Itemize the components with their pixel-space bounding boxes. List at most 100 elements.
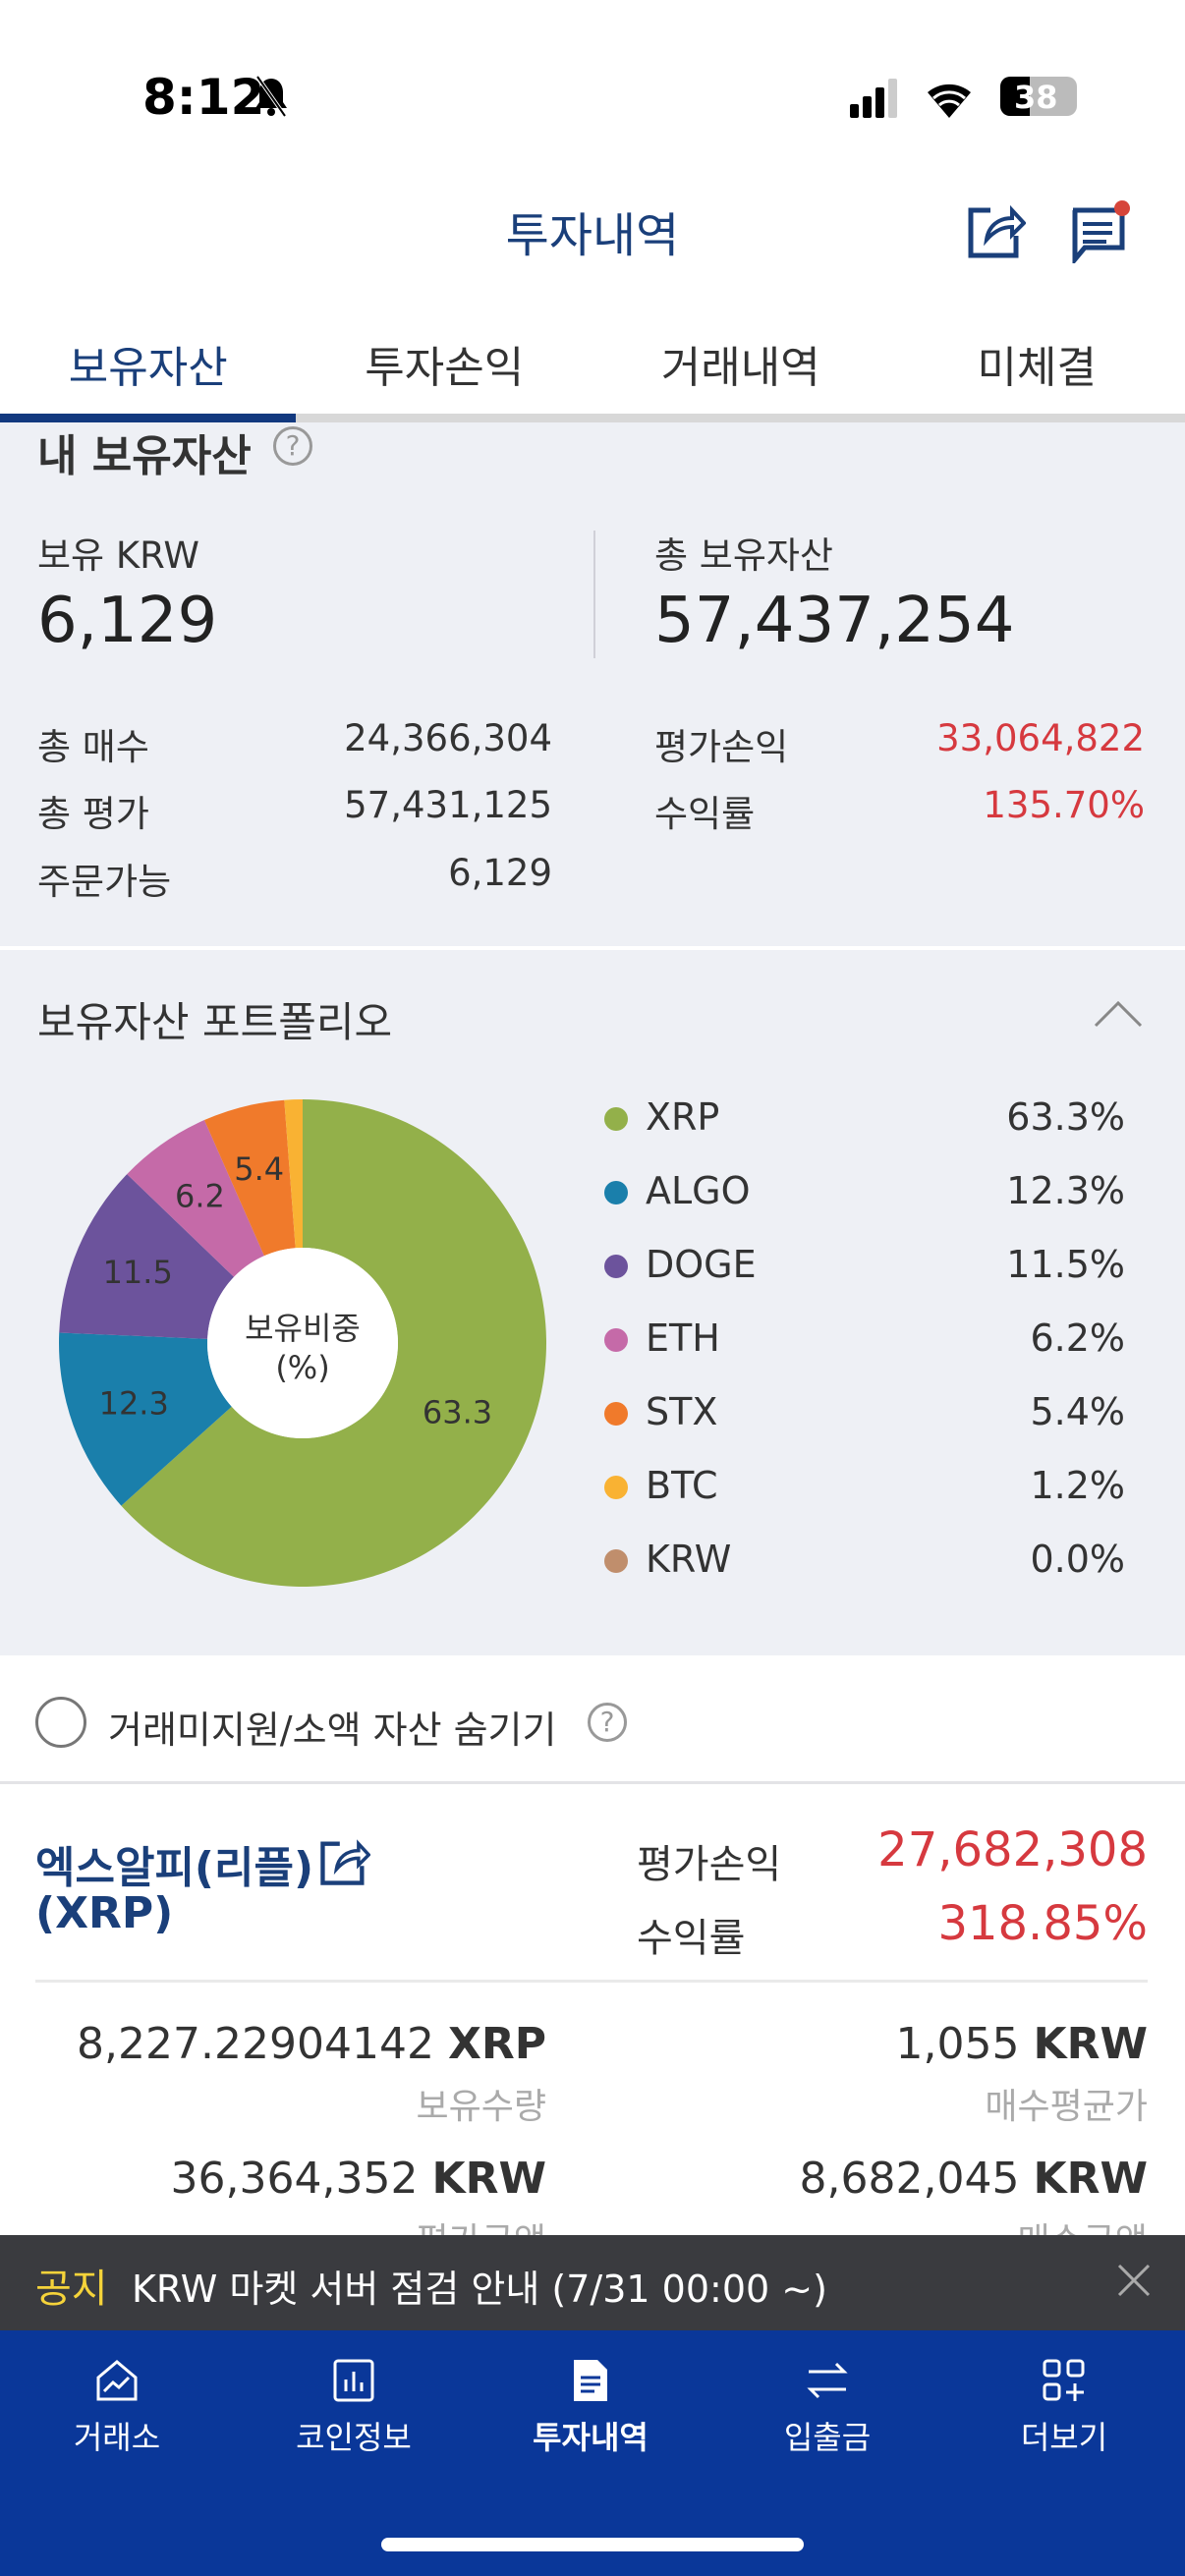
legend-dot <box>604 1402 628 1426</box>
divider <box>593 531 595 658</box>
rate-value: 135.70% <box>983 784 1145 826</box>
home-indicator <box>381 2538 804 2551</box>
tab-active-indicator <box>0 414 296 422</box>
pnl-value: 33,064,822 <box>936 717 1145 759</box>
legend-dot <box>604 1328 628 1352</box>
slice-algo <box>58 1332 232 1506</box>
nav-deposit-withdraw[interactable]: 입출금 <box>709 2358 945 2458</box>
avg-price-label: 매수평균가 <box>985 2087 1148 2127</box>
krw-value: 6,129 <box>37 585 218 657</box>
portfolio-title: 보유자산 포트폴리오 <box>37 998 393 1046</box>
legend-percent: 1.2% <box>1030 1464 1125 1507</box>
total-eval-label: 총 평가 <box>37 793 149 835</box>
coin-name[interactable]: 엑스알피(리플) <box>35 1843 314 1893</box>
coin-pnl-value: 27,682,308 <box>877 1822 1148 1877</box>
coin-pnl-label: 평가손익 <box>637 1842 782 1887</box>
legend-item-btc: BTC 1.2% <box>604 1458 1125 1517</box>
nav-coin-info[interactable]: 코인정보 <box>236 2358 472 2458</box>
portfolio-section: 보유자산 포트폴리오 63.3 12.3 11.5 6.2 5.4 보유비중 (%) XR… <box>0 950 1185 1655</box>
tab-bar: 보유자산 투자손익 거래내역 미체결 <box>0 324 1185 422</box>
close-icon[interactable] <box>1116 2263 1152 2302</box>
hide-small-assets-label[interactable]: 거래미지원/소액 자산 숨기기 <box>108 1708 557 1752</box>
legend-percent: 6.2% <box>1030 1316 1125 1360</box>
qty-value: 8,227.22904142 XRP <box>77 2019 546 2069</box>
slice-label: 63.3 <box>423 1393 492 1430</box>
more-grid-icon <box>1043 2359 1085 2401</box>
divider <box>0 1781 1185 1784</box>
tab-history[interactable]: 거래내역 <box>660 343 820 393</box>
divider <box>0 946 1185 950</box>
legend-percent: 11.5% <box>1006 1243 1125 1286</box>
battery-icon: 38 <box>1000 77 1077 116</box>
share-icon[interactable] <box>967 200 1027 263</box>
divider <box>35 1980 1148 1983</box>
orderable-value: 6,129 <box>448 852 552 894</box>
legend-percent: 12.3% <box>1006 1169 1125 1212</box>
slice-label: 6.2 <box>175 1177 225 1214</box>
pnl-label: 평가손익 <box>654 726 789 768</box>
nav-investments[interactable]: 투자내역 <box>473 2358 708 2458</box>
legend-percent: 5.4% <box>1030 1390 1125 1433</box>
orderable-label: 주문가능 <box>37 861 172 903</box>
legend-dot <box>604 1255 628 1278</box>
tab-divider <box>0 414 1185 422</box>
help-icon[interactable]: ? <box>273 426 312 466</box>
notice-text: KRW 마켓 서버 점검 안내 (7/31 00:00 ~) <box>132 2268 827 2311</box>
total-eval-value: 57,431,125 <box>344 784 552 826</box>
nav-more[interactable]: 더보기 <box>946 2358 1182 2458</box>
slice-xrp <box>121 1099 546 1587</box>
legend-name: DOGE <box>646 1243 757 1286</box>
notice-tag: 공지 <box>35 2267 108 2312</box>
total-buy-label: 총 매수 <box>37 726 149 768</box>
krw-label: 보유 KRW <box>37 534 199 577</box>
status-time: 8:12 <box>142 69 265 126</box>
exchange-icon <box>96 2360 138 2401</box>
legend-item-doge: DOGE 11.5% <box>604 1237 1125 1296</box>
legend-dot <box>604 1476 628 1499</box>
hide-small-assets-checkbox[interactable] <box>35 1697 86 1748</box>
avg-price-value: 1,055 KRW <box>895 2019 1148 2069</box>
rate-label: 수익률 <box>654 793 756 835</box>
total-value: 57,437,254 <box>654 585 1015 657</box>
chart-icon <box>333 2359 374 2402</box>
legend-item-eth: ETH 6.2% <box>604 1311 1125 1370</box>
collapse-chevron-icon[interactable] <box>1093 999 1144 1033</box>
slice-stx <box>203 1099 296 1257</box>
legend-name: KRW <box>646 1538 732 1581</box>
legend-dot <box>604 1181 628 1204</box>
legend-percent: 0.0% <box>1030 1538 1125 1581</box>
total-label: 총 보유자산 <box>654 534 833 577</box>
donut-hole <box>207 1248 398 1438</box>
section-title: 내 보유자산 <box>37 431 252 481</box>
notice-banner[interactable]: 공지 KRW 마켓 서버 점검 안내 (7/31 00:00 ~) <box>0 2235 1185 2330</box>
transfer-icon <box>807 2362 848 2399</box>
slice-eth <box>127 1120 264 1277</box>
legend-name: ETH <box>646 1316 720 1360</box>
legend-item-algo: ALGO 12.3% <box>604 1163 1125 1222</box>
eval-amount-value: 36,364,352 KRW <box>170 2154 546 2204</box>
portfolio-donut-chart: 63.3 12.3 11.5 6.25.4 <box>58 1099 546 1587</box>
coin-symbol: (XRP) <box>35 1888 174 1938</box>
legend-percent: 63.3% <box>1006 1095 1125 1139</box>
document-icon <box>574 2360 607 2401</box>
tab-holdings[interactable]: 보유자산 <box>68 343 228 393</box>
tab-pending[interactable]: 미체결 <box>977 343 1097 393</box>
legend-dot <box>604 1107 628 1131</box>
coin-share-icon[interactable] <box>319 1835 371 1890</box>
nav-exchange[interactable]: 거래소 <box>0 2358 235 2458</box>
qty-label: 보유수량 <box>416 2087 546 2127</box>
coin-rate-label: 수익률 <box>637 1916 746 1961</box>
legend-name: ALGO <box>646 1169 751 1212</box>
legend-name: XRP <box>646 1095 720 1139</box>
tab-pnl[interactable]: 투자손익 <box>365 343 525 393</box>
help-icon[interactable]: ? <box>588 1703 627 1742</box>
page-title: 투자내역 <box>505 208 680 263</box>
legend-item-xrp: XRP 63.3% <box>604 1090 1125 1148</box>
legend-dot <box>604 1549 628 1573</box>
notice-board-icon[interactable] <box>1069 200 1132 267</box>
silent-bell-icon <box>254 75 289 118</box>
donut-center-label: 보유비중 (%) <box>245 1310 361 1386</box>
legend-item-stx: STX 5.4% <box>604 1384 1125 1443</box>
buy-amount-value: 8,682,045 KRW <box>799 2154 1148 2204</box>
slice-btc <box>284 1099 303 1249</box>
